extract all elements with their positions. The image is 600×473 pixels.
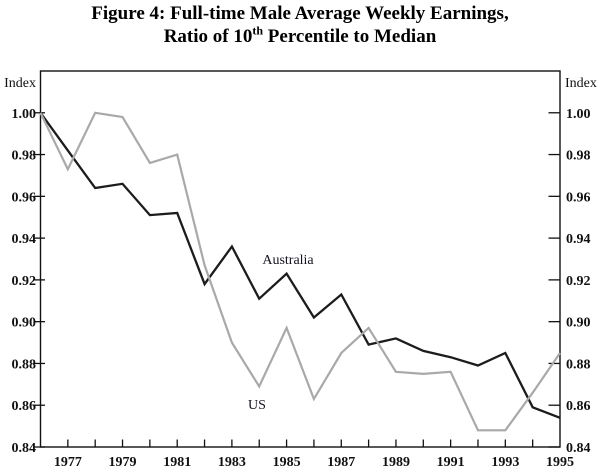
series-label-us: US [248,398,266,413]
y-axis-title-left: Index [4,76,36,91]
y-tick-label-left: 0.84 [12,441,37,456]
x-tick-label: 1977 [54,455,82,470]
y-tick-label-right: 0.92 [566,274,591,289]
plot-frame [39,70,561,448]
x-tick-label: 1987 [327,455,355,470]
x-tick-label: 1995 [546,455,574,470]
y-tick-label-left: 0.88 [12,357,37,372]
y-tick-label-right: 0.90 [566,316,591,331]
x-tick-label: 1983 [218,455,246,470]
x-tick-label: 1993 [491,455,519,470]
figure-title-line1: Figure 4: Full-time Male Average Weekly … [91,3,509,24]
y-tick-label-right: 0.98 [566,149,591,164]
y-tick-label-left: 0.98 [12,149,37,164]
y-tick-label-right: 0.88 [566,357,591,372]
y-tick-label-left: 0.96 [12,190,37,205]
y-tick-label-left: 0.90 [12,316,37,331]
series-line-us [39,111,561,432]
y-tick-label-right: 0.94 [566,232,591,247]
series-label-australia: Australia [262,253,314,268]
y-tick-label-right: 1.00 [566,107,591,122]
series-line-australia [39,112,561,419]
y-tick-label-left: 1.00 [12,107,37,122]
y-tick-label-left: 0.94 [12,232,37,247]
x-tick-label: 1979 [109,455,137,470]
figure-title-line2-prefix: Ratio of 10 [163,26,253,47]
x-tick-label: 1989 [382,455,410,470]
figure-title-line2-suffix: Percentile to Median [263,26,437,47]
y-tick-label-left: 0.86 [12,399,37,414]
y-tick-label-left: 0.92 [12,274,37,289]
y-tick-label-right: 0.96 [566,190,591,205]
figure-title-line2-superscript: th [252,23,264,38]
x-tick-label: 1991 [437,455,465,470]
figure-title-line2: Ratio of 10th Percentile to Median [0,23,600,48]
y-tick-label-right: 0.84 [566,441,591,456]
x-tick-label: 1981 [163,455,191,470]
y-tick-label-right: 0.86 [566,399,591,414]
y-axis-title-right: Index [565,76,597,91]
x-tick-label: 1985 [273,455,301,470]
